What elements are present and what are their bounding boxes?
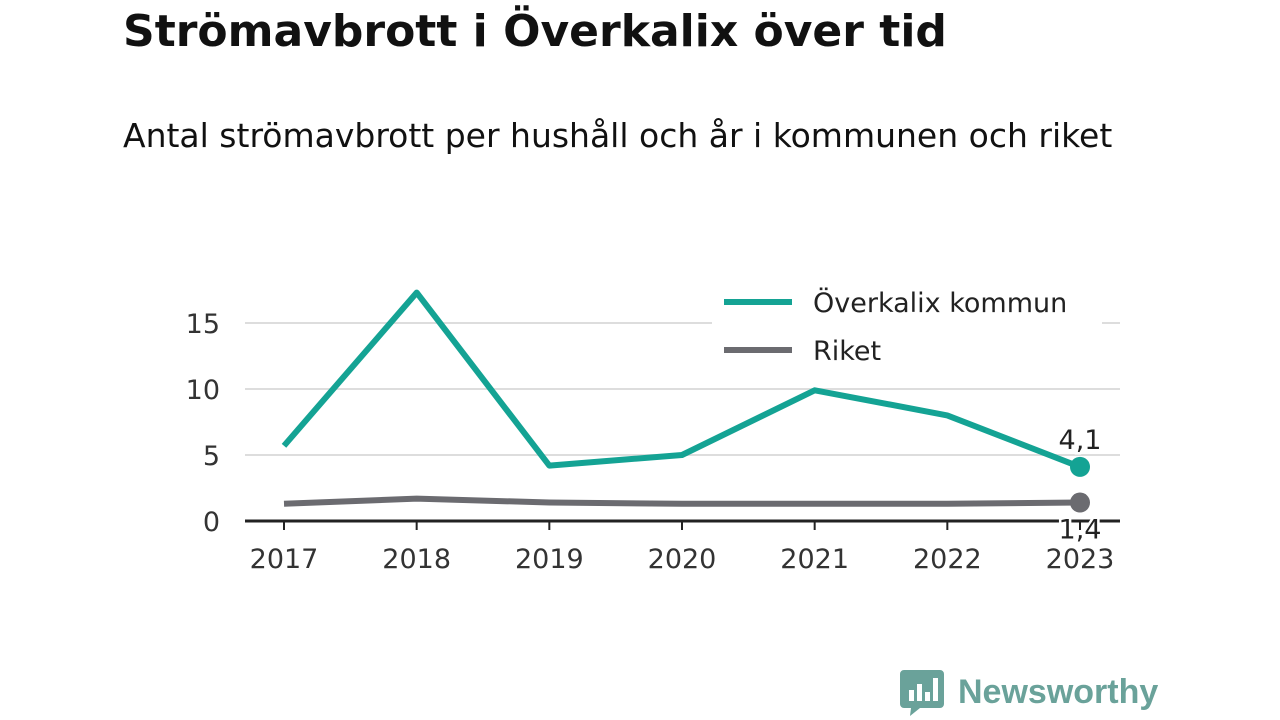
legend-label: Överkalix kommun xyxy=(813,287,1067,319)
axes: 0 5 10 15 2017 2018 2019 2020 2021 2022 2023 xyxy=(186,309,1120,575)
x-tick-label: 2019 xyxy=(515,544,584,575)
x-tick-label: 2023 xyxy=(1046,544,1115,575)
chart-subtitle: Antal strömavbrott per hushåll och år i … xyxy=(123,116,1113,155)
series-end-label: 1,4 xyxy=(1059,515,1102,546)
x-tick-label: 2021 xyxy=(780,544,849,575)
legend: Överkalix kommun Riket xyxy=(712,280,1102,367)
y-tick-label: 0 xyxy=(203,507,220,538)
series-endpoint xyxy=(1070,492,1090,513)
newsworthy-logo: Newsworthy xyxy=(900,667,1158,717)
y-tick-label: 15 xyxy=(186,309,220,340)
x-tick-label: 2022 xyxy=(913,544,982,575)
series-line xyxy=(283,495,1081,507)
series-lines xyxy=(281,289,1090,513)
x-tick-label: 2020 xyxy=(648,544,717,575)
newsworthy-logo-text: Newsworthy xyxy=(958,673,1159,711)
chart-title: Strömavbrott i Överkalix över tid xyxy=(123,6,947,57)
series-end-label: 4,1 xyxy=(1059,425,1102,456)
data-labels: 4,1 1,4 xyxy=(1056,422,1104,548)
series-endpoint xyxy=(1070,456,1090,477)
legend-label: Riket xyxy=(813,336,881,367)
y-tick-label: 10 xyxy=(186,375,220,406)
y-tick-label: 5 xyxy=(203,441,220,472)
newsworthy-logo-icon xyxy=(900,670,944,716)
x-tick-label: 2017 xyxy=(250,544,319,575)
x-tick-label: 2018 xyxy=(382,544,451,575)
series-line xyxy=(281,289,1082,470)
